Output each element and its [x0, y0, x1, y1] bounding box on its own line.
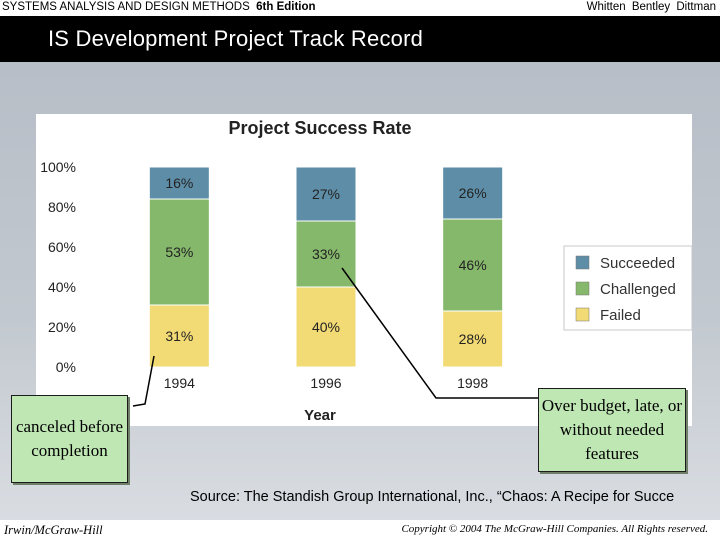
- data-label: 26%: [459, 185, 487, 201]
- y-tick-label: 40%: [48, 279, 76, 295]
- data-label: 33%: [312, 246, 340, 262]
- chart-title: Project Success Rate: [228, 118, 411, 138]
- top-strip: SYSTEMS ANALYSIS AND DESIGN METHODS 6th …: [0, 0, 720, 16]
- x-tick-label: 1996: [310, 375, 341, 391]
- y-tick-label: 0%: [56, 359, 76, 375]
- bar-succeeded-1994: [148, 166, 210, 200]
- data-label: 53%: [165, 244, 193, 260]
- data-label: 40%: [312, 319, 340, 335]
- y-tick-label: 80%: [48, 199, 76, 215]
- callout-failed: canceled before completion: [11, 395, 128, 483]
- copyright: Copyright © 2004 The McGraw-Hill Compani…: [401, 523, 708, 535]
- bar-failed-1994: [148, 304, 210, 368]
- legend-swatch-challenged: [575, 281, 590, 296]
- data-label: 31%: [165, 328, 193, 344]
- footer: Irwin/McGraw-Hill Copyright © 2004 The M…: [0, 520, 720, 540]
- x-tick-label: 1994: [164, 375, 195, 391]
- callout-challenged-text: Over budget, late, or without needed fea…: [541, 396, 683, 463]
- stacked-bar-chart: Project Success Rate 0% 20% 40% 60% 80% 100% 31…: [40, 118, 692, 424]
- legend-label-challenged: Challenged: [600, 281, 676, 298]
- legend-swatch-failed: [575, 307, 590, 322]
- edition: 6th Edition: [256, 1, 316, 13]
- book-title: SYSTEMS ANALYSIS AND DESIGN METHODS 6th …: [2, 0, 316, 14]
- source-citation: Source: The Standish Group International…: [190, 489, 675, 505]
- bar-succeeded-1998: [442, 166, 504, 220]
- legend-label-succeeded: Succeeded: [600, 255, 675, 272]
- data-label: 28%: [459, 331, 487, 347]
- callout-failed-text: canceled before completion: [15, 417, 124, 460]
- publisher: Irwin/McGraw-Hill: [4, 523, 103, 537]
- book-title-text: SYSTEMS ANALYSIS AND DESIGN METHODS: [2, 1, 250, 13]
- slide-title: IS Development Project Track Record: [48, 26, 424, 51]
- callout-challenged: Over budget, late, or without needed fea…: [538, 388, 686, 472]
- data-label: 27%: [312, 186, 340, 202]
- data-label: 46%: [459, 257, 487, 273]
- y-tick-label: 20%: [48, 319, 76, 335]
- x-tick-label: 1998: [457, 375, 488, 391]
- chart-panel: Project Success Rate 0% 20% 40% 60% 80% 100% 31…: [36, 114, 692, 426]
- y-tick-label: 60%: [48, 239, 76, 255]
- x-axis-label: Year: [304, 407, 336, 424]
- title-bar: IS Development Project Track Record: [0, 16, 720, 62]
- bar-succeeded-1996: [295, 166, 357, 222]
- authors: Whitten Bentley Dittman: [586, 1, 716, 13]
- y-tick-label: 100%: [40, 159, 76, 175]
- legend-swatch-succeeded: [575, 255, 590, 270]
- data-label: 16%: [165, 175, 193, 191]
- legend-label-failed: Failed: [600, 307, 641, 324]
